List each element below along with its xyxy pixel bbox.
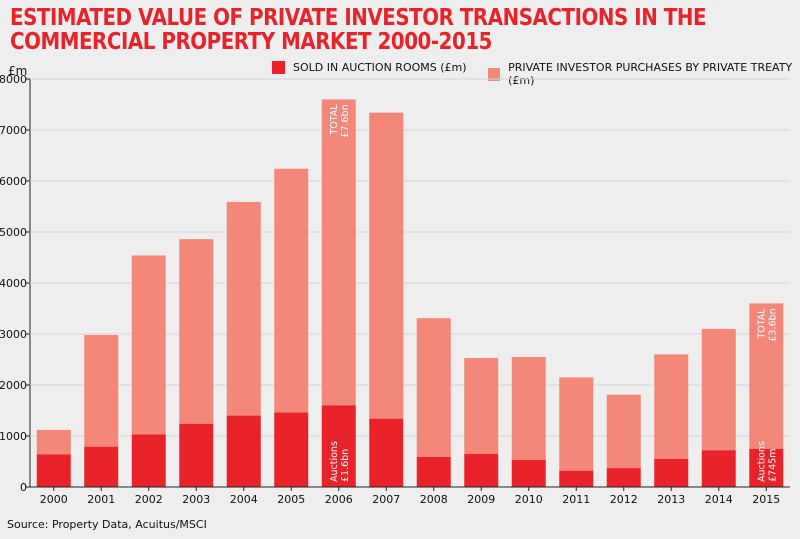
annotation-2006-bottom: Auctions £1.6bn [329,441,351,482]
y-tick-label-1000: 1000 [0,430,27,443]
x-tick-label-2006: 2006 [325,493,353,506]
x-tick-label-2008: 2008 [420,493,448,506]
source-note: Source: Property Data, Acuitus/MSCI [7,518,207,531]
bar-auction-2012 [606,468,641,487]
bar-auction-2007 [369,418,404,487]
x-tick-label-2011: 2011 [562,493,590,506]
bar-auction-2010 [511,459,546,487]
bar-treaty-2010 [511,356,546,460]
y-tick-label-2000: 2000 [0,379,27,392]
bar-treaty-2008 [416,318,451,457]
y-tick-label-7000: 7000 [0,124,27,137]
y-tick-label-8000: 8000 [0,73,27,86]
bar-treaty-2009 [464,357,499,454]
annotation-2015-top-line1: TOTAL [756,308,767,340]
annotation-2006-top: TOTAL £7.6bn [329,104,351,138]
annotation-2015-bottom-line1: Auctions [756,441,767,482]
x-tick-label-2014: 2014 [705,493,733,506]
bar-treaty-2011 [559,377,594,471]
y-tick-label-6000: 6000 [0,175,27,188]
bar-auction-2008 [416,456,451,487]
bar-treaty-2002 [131,255,166,435]
bar-treaty-2000 [36,429,71,455]
bar-auction-2011 [559,470,594,487]
bar-treaty-2013 [654,354,689,459]
bar-auction-2000 [36,454,71,487]
x-tick-label-2000: 2000 [40,493,68,506]
legend-item-treaty: PRIVATE INVESTOR PURCHASES BY PRIVATE TR… [488,61,800,87]
x-tick-label-2001: 2001 [87,493,115,506]
legend-label-auction: SOLD IN AUCTION ROOMS (£m) [293,61,467,74]
bar-treaty-2014 [701,328,736,451]
legend-label-treaty: PRIVATE INVESTOR PURCHASES BY PRIVATE TR… [508,61,793,87]
bar-treaty-2003 [179,239,214,424]
x-tick-label-2009: 2009 [467,493,495,506]
y-tick-label-3000: 3000 [0,328,27,341]
y-axis-unit-label: £m [8,64,28,78]
annotation-2006-bottom-line2: £1.6bn [340,449,351,482]
x-tick-label-2013: 2013 [657,493,685,506]
y-tick-label-5000: 5000 [0,226,27,239]
annotation-2006-top-line2: £7.6bn [340,104,351,137]
chart-title-line-2: COMMERCIAL PROPERTY MARKET 2000-2015 [10,29,492,55]
bar-treaty-2012 [606,394,641,469]
bar-auction-2002 [131,434,166,487]
bar-treaty-2004 [226,201,261,416]
annotation-2015-bottom-line2: £745m [767,449,778,482]
bar-auction-2014 [701,450,736,487]
annotation-2015-bottom: Auctions £745m [756,441,778,482]
annotation-2015-top: TOTAL £3.6bn [756,308,778,342]
bar-auction-2003 [179,423,214,487]
x-tick-label-2015: 2015 [752,493,780,506]
y-tick-label-4000: 4000 [0,277,27,290]
bar-treaty-2006 [321,99,356,406]
x-tick-label-2002: 2002 [135,493,163,506]
bar-auction-2001 [84,446,119,487]
annotation-2006-top-line1: TOTAL [329,104,340,136]
bar-auction-2005 [274,412,309,487]
annotation-2006-bottom-line1: Auctions [329,441,340,482]
bar-auction-2013 [654,458,689,487]
x-tick-label-2005: 2005 [277,493,305,506]
x-tick-label-2003: 2003 [182,493,210,506]
x-tick-label-2010: 2010 [515,493,543,506]
bar-treaty-2001 [84,335,119,447]
bar-auction-2015 [749,449,784,487]
bar-auction-2009 [464,453,499,487]
bar-auction-2006 [321,405,356,487]
bar-auction-2004 [226,415,261,487]
x-tick-label-2004: 2004 [230,493,258,506]
y-tick-label-0: 0 [20,481,27,494]
legend-item-auction: SOLD IN AUCTION ROOMS (£m) [272,61,467,74]
bar-treaty-2015 [749,303,784,450]
legend-swatch-treaty [488,67,501,81]
bar-treaty-2005 [274,168,309,413]
x-tick-label-2012: 2012 [610,493,638,506]
bar-treaty-2007 [369,112,404,419]
legend-swatch-auction [272,61,285,74]
annotation-2015-top-line2: £3.6bn [767,308,778,341]
x-tick-label-2007: 2007 [372,493,400,506]
